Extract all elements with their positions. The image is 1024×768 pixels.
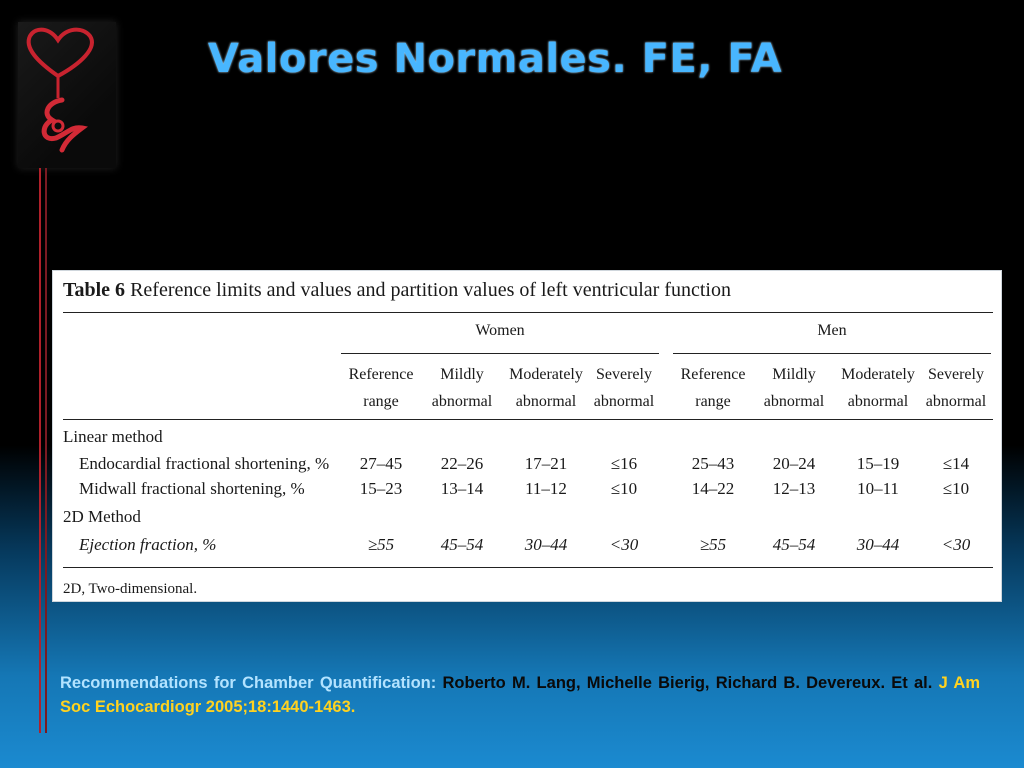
column-header: Reference (680, 366, 746, 383)
table-cell: ≥55 (367, 535, 395, 554)
table-cell: 20–24 (772, 454, 816, 473)
group-underline (673, 353, 991, 354)
row-label: Ejection fraction, % (79, 535, 217, 554)
row-label: Midwall fractional shortening, % (79, 479, 305, 498)
table-rule (63, 419, 993, 420)
group-header-men: Men (817, 322, 847, 339)
table-cell: <30 (941, 535, 971, 554)
table-cell: 22–26 (440, 454, 484, 473)
table-cell: 45–54 (440, 535, 484, 554)
column-header: abnormal (763, 393, 825, 410)
column-header: Severely (596, 366, 652, 383)
table-caption-label: Table 6 (63, 279, 126, 301)
table-caption: Table 6 Reference limits and values and … (63, 279, 731, 302)
column-header: Moderately (509, 366, 583, 383)
section-heading: 2D Method (63, 507, 141, 526)
table-cell: ≤10 (610, 479, 638, 498)
row-label: Endocardial fractional shortening, % (79, 454, 330, 473)
table-cell: 10–11 (857, 479, 899, 498)
column-header: range (363, 393, 399, 410)
table-cell: 30–44 (856, 535, 900, 554)
column-header: abnormal (925, 393, 987, 410)
table-cell: ≤16 (610, 454, 638, 473)
slide-title: Valores Normales. FE, FA (207, 36, 783, 82)
table-cell: 13–14 (440, 479, 484, 498)
column-header: abnormal (515, 393, 577, 410)
group-header-women: Women (475, 322, 525, 339)
table-cell: 17–21 (524, 454, 568, 473)
table-cell: 45–54 (772, 535, 816, 554)
table-cell: 14–22 (691, 479, 735, 498)
table-caption-text: Reference limits and values and partitio… (130, 279, 731, 301)
table-cell: ≤14 (942, 454, 970, 473)
table-cell: ≥55 (699, 535, 727, 554)
group-underline (341, 353, 659, 354)
heart-figure-logo-icon (26, 27, 94, 153)
table-cell: ≤10 (942, 479, 970, 498)
column-header: Reference (348, 366, 414, 383)
column-header: range (695, 393, 731, 410)
column-header: Mildly (772, 366, 816, 383)
table-cell: 12–13 (772, 479, 816, 498)
column-header: Severely (928, 366, 984, 383)
section-heading: Linear method (63, 427, 163, 446)
table-cell: 15–19 (856, 454, 900, 473)
table-cell: 15–23 (359, 479, 403, 498)
decorative-line (45, 168, 47, 733)
column-header: abnormal (847, 393, 909, 410)
column-header: Mildly (440, 366, 484, 383)
table-footnote: 2D, Two-dimensional. (63, 581, 198, 597)
table-cell: 27–45 (359, 454, 403, 473)
reference-table: Table 6 Reference limits and values and … (52, 270, 1002, 602)
table-cell: 25–43 (691, 454, 735, 473)
decorative-line (39, 168, 41, 733)
column-header: abnormal (593, 393, 655, 410)
citation-title: Recommendations for Chamber Quantificati… (60, 674, 437, 692)
table-cell: <30 (609, 535, 639, 554)
column-header: abnormal (431, 393, 493, 410)
column-header: Moderately (841, 366, 915, 383)
citation-journal: J Am Soc Echocardiogr 2005;18:1440-1463. (60, 674, 980, 716)
table-rule (63, 312, 993, 313)
table-rule (63, 567, 993, 568)
citation: Recommendations for Chamber Quantificati… (60, 671, 980, 719)
table-cell: 11–12 (525, 479, 567, 498)
table-cell: 30–44 (524, 535, 568, 554)
citation-authors: Roberto M. Lang, Michelle Bierig, Richar… (436, 674, 939, 692)
